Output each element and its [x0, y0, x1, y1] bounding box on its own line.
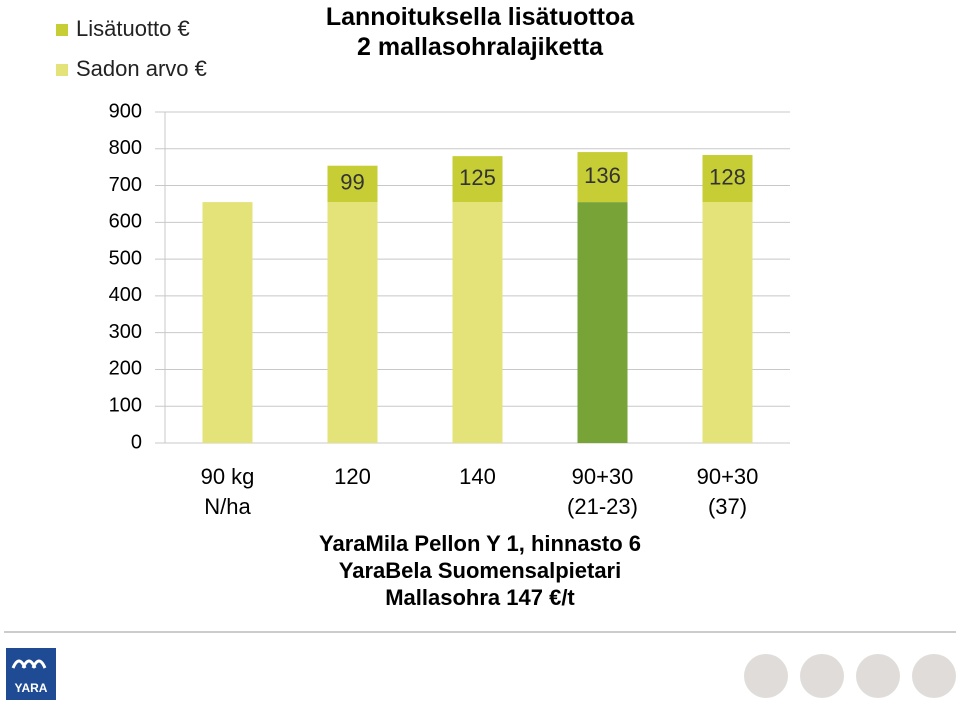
x-tick-label: 140 [459, 464, 496, 489]
value-label: 136 [584, 163, 621, 188]
y-tick-label: 700 [109, 174, 142, 196]
logo-text: YARA [15, 681, 48, 695]
y-tick-label: 200 [109, 358, 142, 380]
x-tick-label: 90+30 (37) [696, 464, 759, 519]
y-tick-label: 600 [109, 211, 142, 233]
bar-segment [452, 156, 503, 203]
y-tick-label: 300 [109, 321, 142, 343]
legend-label: Sadon arvo € [76, 56, 207, 81]
annotation: YaraBela Suomensalpietari [338, 558, 622, 583]
logo-box [6, 648, 56, 700]
legend-label: Lisätuotto € [76, 16, 190, 41]
y-tick-label: 0 [131, 431, 142, 453]
bar-segment [702, 202, 753, 443]
x-tick-label: 90 kg N/ha [200, 464, 255, 519]
y-tick-label: 800 [109, 137, 142, 159]
bar-segment [327, 202, 378, 443]
bar-segment [452, 202, 503, 443]
value-label: 125 [459, 165, 496, 190]
x-tick-label: 120 [334, 464, 371, 489]
chart-title: Lannoituksella lisätuottoa 2 mallasohral… [325, 3, 635, 61]
logo-icon [11, 659, 47, 669]
y-tick-label: 400 [109, 284, 142, 306]
y-tick-label: 900 [109, 100, 142, 122]
y-tick-label: 100 [109, 395, 142, 417]
legend-swatch [56, 24, 68, 36]
annotation: Mallasohra 147 €/t [385, 585, 575, 610]
value-label: 128 [709, 164, 746, 189]
bar-segment [702, 155, 753, 203]
bar-segment [577, 202, 628, 443]
x-tick-label: 90+30 (21-23) [567, 464, 638, 519]
annotation: YaraMila Pellon Y 1, hinnasto 6 [319, 531, 641, 556]
legend-swatch [56, 64, 68, 76]
y-tick-label: 500 [109, 247, 142, 269]
bar-segment [577, 152, 628, 203]
value-label: 99 [340, 170, 364, 195]
bar-segment [327, 165, 378, 203]
bar-segment [202, 202, 253, 443]
decoration [744, 654, 956, 698]
